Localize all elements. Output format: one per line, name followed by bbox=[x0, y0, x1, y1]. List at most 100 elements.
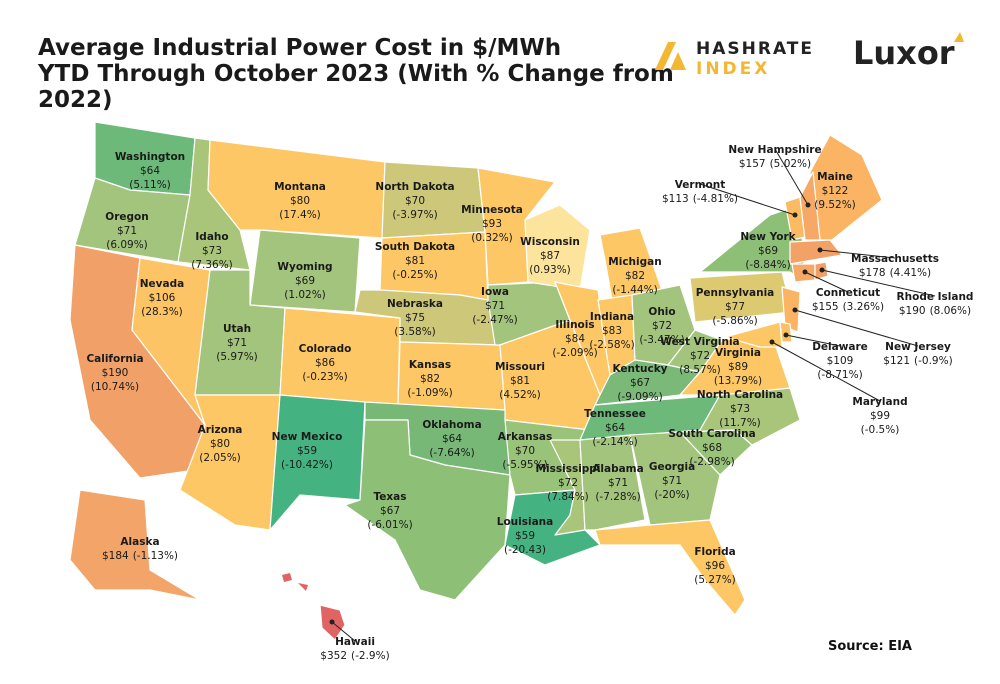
state-label: Pennsylvania $77 (-5.86%) bbox=[696, 287, 775, 327]
state-price: $75 bbox=[405, 312, 425, 324]
state-shape bbox=[629, 431, 721, 526]
state-label: Missouri $81 (4.52%) bbox=[495, 361, 545, 401]
leader-line bbox=[819, 249, 896, 259]
state-label: Kansas $82 (-1.09%) bbox=[407, 359, 452, 399]
state-price: $184 bbox=[102, 550, 129, 562]
state-label: Indiana $83 (-2.58%) bbox=[589, 311, 634, 351]
state-price: $67 bbox=[630, 377, 650, 389]
state-label: Texas $67 (-6.01%) bbox=[367, 491, 412, 531]
state-price: $106 bbox=[149, 292, 176, 304]
state-price: $83 bbox=[602, 325, 622, 337]
state-label: Illinois $84 (-2.09%) bbox=[552, 319, 597, 359]
state-change: (-5.86%) bbox=[712, 315, 757, 327]
state-change: (-6.01%) bbox=[367, 519, 412, 531]
state-label: South Dakota $81 (-0.25%) bbox=[375, 241, 455, 281]
state-change: (-2.09%) bbox=[552, 347, 597, 359]
state-label: Delaware $109 (-8.71%) bbox=[812, 341, 868, 381]
state-price: $67 bbox=[380, 505, 400, 517]
state-name: Pennsylvania bbox=[696, 287, 775, 299]
state-change: (-5.95%) bbox=[502, 459, 547, 471]
state-shape bbox=[279, 307, 401, 406]
state-price: $72 bbox=[558, 477, 578, 489]
state-price: $81 bbox=[510, 375, 530, 387]
state-name: Kansas bbox=[409, 359, 451, 371]
state-name: Maine bbox=[817, 171, 853, 183]
state-change: (-3.47%) bbox=[639, 334, 684, 346]
state-label: Conneticut $155 (3.26%) bbox=[812, 287, 884, 313]
state-price: $352 bbox=[320, 650, 347, 662]
state-label: North Dakota $70 (-3.97%) bbox=[375, 181, 454, 221]
title-line: YTD Through October 2023 (With % Change … bbox=[37, 61, 674, 87]
state-price: $71 bbox=[662, 475, 682, 487]
state-change: (-1.13%) bbox=[133, 550, 178, 562]
state-label: Alaska $184 (-1.13%) bbox=[102, 536, 178, 562]
state-label: Virginia $89 (13.79%) bbox=[714, 347, 762, 387]
state-name: Hawaii bbox=[335, 636, 375, 648]
state-name: Virginia bbox=[715, 347, 761, 359]
state-price: $122 bbox=[822, 185, 849, 197]
leader-dot bbox=[783, 332, 789, 338]
state-label: Arkansas $70 (-5.95%) bbox=[498, 431, 552, 471]
state-shape bbox=[594, 519, 746, 616]
leader-dot bbox=[329, 619, 335, 625]
state-change: (-0.5%) bbox=[861, 424, 900, 436]
state-name: Michigan bbox=[608, 256, 661, 268]
state-change: (-8.71%) bbox=[817, 369, 862, 381]
state-label: North Carolina $73 (11.7%) bbox=[697, 389, 783, 429]
state-price: $73 bbox=[202, 245, 222, 257]
state-price: $59 bbox=[515, 530, 535, 542]
state-shape bbox=[381, 161, 486, 239]
state-price: $64 bbox=[442, 433, 462, 445]
leader-line bbox=[771, 341, 881, 402]
state-price: $109 bbox=[827, 355, 854, 367]
state-shape bbox=[344, 419, 511, 601]
title-line: Average Industrial Power Cost in $/MWh bbox=[38, 35, 561, 61]
state-name: New Mexico bbox=[272, 431, 343, 443]
state-change: (10.74%) bbox=[91, 381, 139, 393]
state-change: (7.84%) bbox=[547, 491, 589, 503]
state-name: Minnesota bbox=[461, 204, 523, 216]
state-change: (13.79%) bbox=[714, 375, 762, 387]
state-change: (-1.44%) bbox=[612, 284, 657, 296]
state-change: (-7.64%) bbox=[429, 447, 474, 459]
state-price: $82 bbox=[420, 373, 440, 385]
leader-dot bbox=[769, 339, 775, 345]
state-price: $71 bbox=[608, 477, 628, 489]
state-label: Vermont $113 (-4.81%) bbox=[662, 179, 738, 205]
state-label: Montana $80 (17.4%) bbox=[274, 181, 326, 221]
state-price: $71 bbox=[227, 337, 247, 349]
state-name: North Carolina bbox=[697, 389, 783, 401]
state-name: Massachusetts bbox=[851, 253, 939, 265]
state-name: Nebraska bbox=[387, 298, 443, 310]
state-price: $157 bbox=[739, 158, 766, 170]
state-change: (7.36%) bbox=[191, 259, 233, 271]
state-change: (5.27%) bbox=[694, 574, 736, 586]
state-change: (-20.43) bbox=[504, 544, 546, 556]
state-name: Washington bbox=[115, 151, 185, 163]
state-label: West Virginia $72 (8.57%) bbox=[660, 336, 739, 376]
state-label: New Jersey $121 (-0.9%) bbox=[883, 341, 952, 367]
state-price: $93 bbox=[482, 218, 502, 230]
state-name: Wyoming bbox=[277, 261, 332, 273]
state-price: $155 bbox=[812, 301, 839, 313]
state-price: $96 bbox=[705, 560, 725, 572]
state-change: (-7.28%) bbox=[595, 491, 640, 503]
island bbox=[282, 573, 292, 582]
state-name: Indiana bbox=[590, 311, 634, 323]
state-label: Oklahoma $64 (-7.64%) bbox=[422, 419, 481, 459]
state-change: (-2.47%) bbox=[472, 314, 517, 326]
state-price: $121 bbox=[883, 355, 910, 367]
state-change: (-0.23%) bbox=[302, 371, 347, 383]
luxor-logo: Luxor bbox=[853, 32, 964, 72]
state-label: Wyoming $69 (1.02%) bbox=[277, 261, 332, 301]
state-price: $82 bbox=[625, 270, 645, 282]
state-label: Massachusetts $178 (4.41%) bbox=[851, 253, 939, 279]
state-change: (-0.25%) bbox=[392, 269, 437, 281]
state-price: $81 bbox=[405, 255, 425, 267]
state-price: $99 bbox=[870, 410, 890, 422]
state-price: $69 bbox=[758, 245, 778, 257]
state-name: Iowa bbox=[481, 286, 509, 298]
state-shape bbox=[69, 489, 201, 601]
state-label: South Carolina $68 (-2.98%) bbox=[668, 428, 755, 468]
